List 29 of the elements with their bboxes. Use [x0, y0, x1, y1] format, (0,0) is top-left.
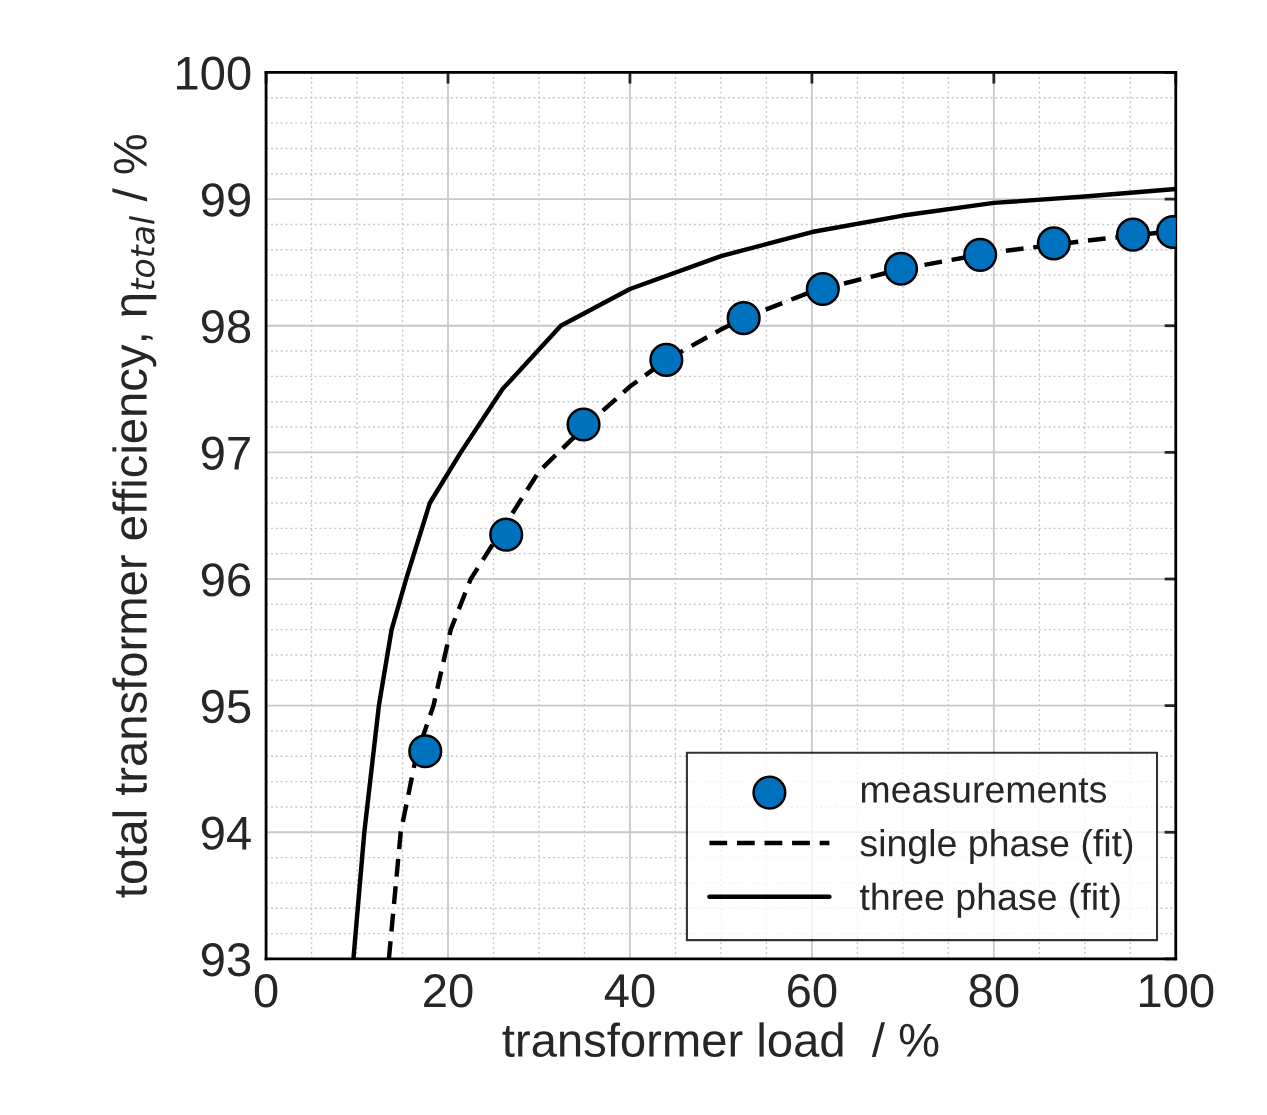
point [408, 734, 443, 769]
x-tick-label: 0 [254, 974, 278, 1008]
point [726, 301, 761, 336]
y-tick-label: 98 [201, 309, 251, 344]
legend-label: three phase (fit) [859, 882, 1120, 918]
y-tick-label: 99 [201, 183, 250, 217]
point [649, 342, 684, 378]
point [963, 237, 998, 272]
legend-label: single phase (fit) [860, 828, 1133, 864]
point [566, 407, 601, 442]
point [805, 271, 840, 307]
point [1036, 226, 1071, 261]
y-tick-label: 95 [201, 689, 251, 724]
y-axis-title: total transformer efficiency, η$_{total}$ / % [112, 134, 157, 898]
x-axis-title: transformer load / % [502, 1022, 939, 1058]
y-tick-label: 96 [201, 563, 251, 597]
x-tick-label: 20 [424, 974, 473, 1008]
y-tick-label: 93 [201, 943, 251, 977]
y-tick-label: 100 [177, 56, 251, 91]
point [489, 517, 524, 552]
x-tick-label: 60 [788, 974, 837, 1008]
x-tick-label: 40 [604, 974, 655, 1008]
legend-label: measurements [861, 778, 1107, 803]
x-tick-label: 80 [969, 974, 1019, 1008]
y-tick-label: 94 [201, 816, 251, 850]
y-tick-label: 97 [201, 436, 250, 470]
point [883, 251, 919, 286]
x-tick-label: 100 [1139, 974, 1214, 1008]
point [1115, 217, 1151, 252]
